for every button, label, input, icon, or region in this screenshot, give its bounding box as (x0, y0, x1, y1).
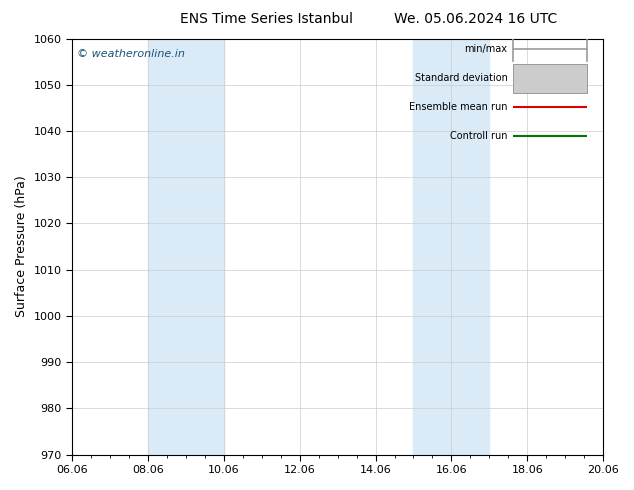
Text: Controll run: Controll run (450, 131, 508, 141)
Text: We. 05.06.2024 16 UTC: We. 05.06.2024 16 UTC (394, 12, 557, 26)
Bar (148, 39, 224, 455)
Bar (513, 64, 587, 93)
Text: Standard deviation: Standard deviation (415, 73, 508, 83)
Text: © weatheronline.in: © weatheronline.in (77, 49, 185, 59)
Text: min/max: min/max (465, 44, 508, 54)
Y-axis label: Surface Pressure (hPa): Surface Pressure (hPa) (15, 176, 28, 318)
Text: ENS Time Series Istanbul: ENS Time Series Istanbul (180, 12, 353, 26)
Text: Ensemble mean run: Ensemble mean run (409, 102, 508, 112)
Bar (413, 39, 489, 455)
